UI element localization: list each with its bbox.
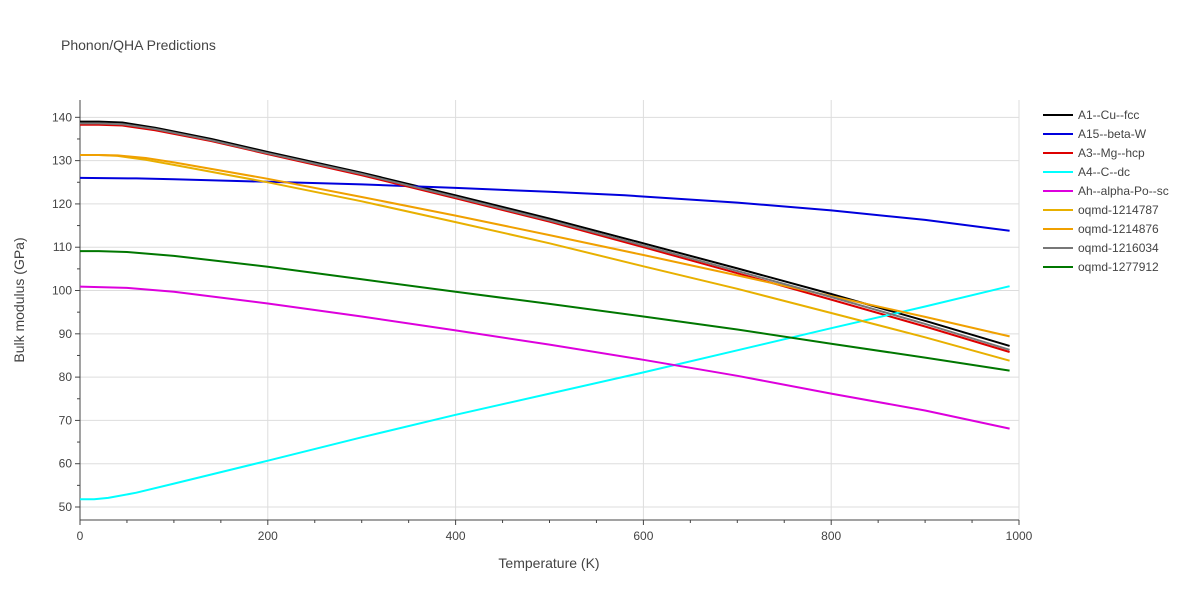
legend-label: oqmd-1277912 xyxy=(1078,260,1159,274)
grid-lines xyxy=(80,100,1020,520)
y-tick-label: 110 xyxy=(53,240,72,254)
legend-item[interactable]: oqmd-1214787 xyxy=(1043,203,1159,217)
y-tick-label: 60 xyxy=(59,457,73,471)
legend-label: oqmd-1214787 xyxy=(1078,203,1159,217)
series-line-oqmd-1214787[interactable] xyxy=(80,154,1010,362)
y-tick-label: 90 xyxy=(59,327,73,341)
y-axis-title: Bulk modulus (GPa) xyxy=(11,237,27,362)
legend-label: A15--beta-W xyxy=(1078,127,1147,141)
legend[interactable]: A1--Cu--fcc A15--beta-W A3--Mg--hcp A4--C--… xyxy=(1043,108,1169,274)
chart-title: Phonon/QHA Predictions xyxy=(61,37,216,53)
series-line-a4-c-dc[interactable] xyxy=(80,285,1010,501)
legend-label: oqmd-1216034 xyxy=(1078,241,1159,255)
y-tick-label: 80 xyxy=(59,370,73,384)
legend-label: Ah--alpha-Po--sc xyxy=(1078,184,1169,198)
legend-label: oqmd-1214876 xyxy=(1078,222,1159,236)
x-tick-label: 600 xyxy=(633,529,653,543)
x-tick-label: 800 xyxy=(821,529,841,543)
legend-label: A3--Mg--hcp xyxy=(1078,146,1145,160)
series-line-a3-mg-hcp[interactable] xyxy=(80,123,1010,353)
plot-area[interactable] xyxy=(79,120,1010,501)
legend-item[interactable]: A1--Cu--fcc xyxy=(1043,108,1139,122)
y-tick-label: 100 xyxy=(52,284,72,298)
legend-item[interactable]: oqmd-1216034 xyxy=(1043,241,1159,255)
legend-item[interactable]: A4--C--dc xyxy=(1043,165,1130,179)
axes: 0 200 400 600 800 1000 50 60 70 80 90 100 110 120 130 1… xyxy=(52,100,1033,543)
x-tick-label: 1000 xyxy=(1006,529,1033,543)
x-axis-title: Temperature (K) xyxy=(498,555,599,571)
legend-item[interactable]: oqmd-1277912 xyxy=(1043,260,1159,274)
series-line-oqmd-1277912[interactable] xyxy=(80,250,1010,372)
legend-label: A4--C--dc xyxy=(1078,165,1130,179)
x-tick-label: 200 xyxy=(258,529,278,543)
legend-label: A1--Cu--fcc xyxy=(1078,108,1139,122)
legend-item[interactable]: Ah--alpha-Po--sc xyxy=(1043,184,1169,198)
y-tick-label: 120 xyxy=(52,197,72,211)
legend-item[interactable]: A3--Mg--hcp xyxy=(1043,146,1145,160)
series-line-oqmd-1216034[interactable] xyxy=(80,122,1010,351)
y-tick-label: 70 xyxy=(59,413,73,427)
legend-item[interactable]: oqmd-1214876 xyxy=(1043,222,1159,236)
y-tick-label: 50 xyxy=(59,500,73,514)
x-tick-label: 0 xyxy=(77,529,84,543)
y-tick-label: 130 xyxy=(52,154,72,168)
series-line-a1-cu-fcc[interactable] xyxy=(80,120,1010,347)
legend-item[interactable]: A15--beta-W xyxy=(1043,127,1147,141)
y-tick-label: 140 xyxy=(52,110,72,124)
series-line-a15-beta-w[interactable] xyxy=(79,176,1010,232)
series-line-ah-alpha-po-sc[interactable] xyxy=(79,285,1010,430)
x-tick-label: 400 xyxy=(446,529,466,543)
